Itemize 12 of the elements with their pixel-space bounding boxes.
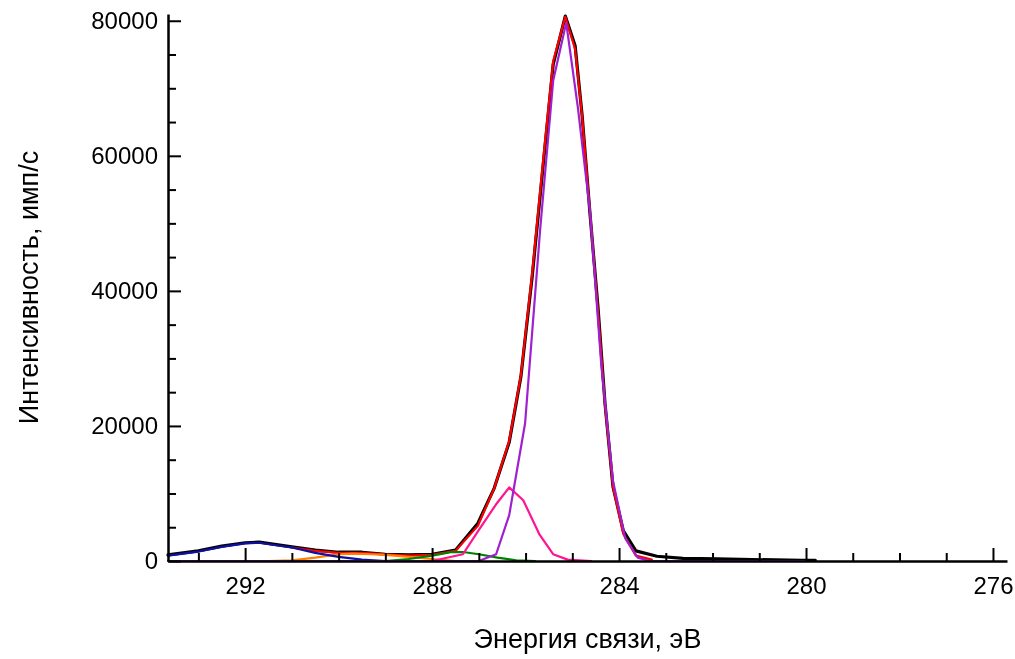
x-tick-label: 288: [412, 572, 453, 600]
y-tick-label: 60000: [91, 141, 158, 169]
y-tick-label: 40000: [91, 277, 158, 305]
x-tick-label: 292: [225, 572, 266, 600]
x-tick-label: 284: [599, 572, 640, 600]
y-tick-label: 20000: [91, 412, 158, 440]
y-tick-label: 80000: [91, 6, 158, 34]
y-tick-label: 0: [144, 547, 158, 575]
y-axis-title: Интенсивность, имп/с: [14, 150, 44, 425]
x-axis-title: Энергия связи, эВ: [473, 624, 702, 654]
x-tick-label: 276: [973, 572, 1014, 600]
x-tick-label: 280: [786, 572, 827, 600]
